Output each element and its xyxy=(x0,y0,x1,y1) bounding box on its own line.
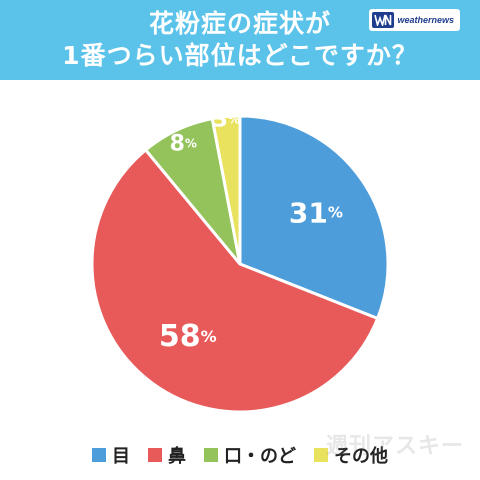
weathernews-logo: weathernews xyxy=(369,9,460,31)
chart-legend: 目 鼻 口・のど その他 xyxy=(0,440,480,470)
legend-label-eyes: 目 xyxy=(112,446,130,467)
brand-name: weathernews xyxy=(397,15,454,25)
pie-slice-other xyxy=(210,114,242,265)
legend-item-mouth-throat: 口・のど xyxy=(204,442,296,468)
legend-item-eyes: 目 xyxy=(92,442,130,468)
chart-title-line-2: 1番つらい部位はどこですか？ xyxy=(62,41,418,70)
legend-label-other: その他 xyxy=(334,446,388,467)
legend-swatch-other xyxy=(314,448,328,462)
slice-value-label-other: 3% xyxy=(213,107,240,132)
legend-swatch-mouth-throat xyxy=(204,448,218,462)
legend-item-other: その他 xyxy=(314,442,388,468)
slice-value-label-mouth-throat: 8% xyxy=(170,131,197,156)
watermark: 週刊アスキー xyxy=(325,434,464,459)
chart-title-line-1: 花粉症の症状が xyxy=(148,9,331,38)
legend-swatch-nose xyxy=(148,448,162,462)
legend-swatch-eyes xyxy=(92,448,106,462)
slice-value-label-nose: 58% xyxy=(159,318,217,353)
pie-slice-eyes xyxy=(238,114,390,321)
legend-label-nose: 鼻 xyxy=(168,446,186,467)
legend-label-mouth-throat: 口・のど xyxy=(224,446,296,467)
legend-item-nose: 鼻 xyxy=(148,442,186,468)
slice-value-label-eyes: 31% xyxy=(289,196,343,229)
pie-slice-nose xyxy=(90,147,380,414)
weathernews-mark-icon xyxy=(372,12,395,28)
